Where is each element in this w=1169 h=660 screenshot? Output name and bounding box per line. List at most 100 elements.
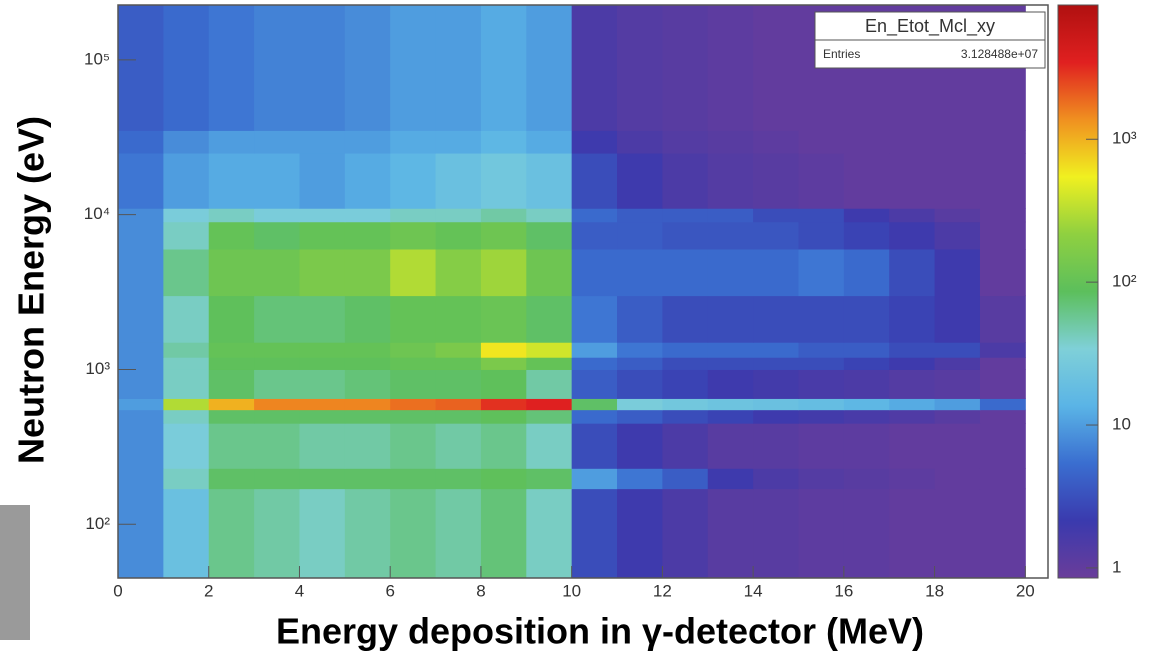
heatmap-cell [617, 249, 663, 296]
heatmap-cell [345, 423, 391, 469]
heatmap-cell [662, 249, 708, 296]
heatmap-cell [299, 369, 345, 398]
heatmap-cell [617, 468, 663, 489]
heatmap-cell [708, 342, 754, 358]
heatmap-cell [390, 423, 436, 469]
heatmap-cell [798, 398, 844, 410]
x-tick-label: 4 [295, 581, 304, 600]
heatmap-cell [526, 249, 572, 296]
heatmap-cell [980, 410, 1026, 424]
heatmap-cell [980, 208, 1026, 222]
heatmap-cell [481, 468, 527, 489]
heatmap-cell [935, 357, 981, 370]
heatmap-cell [254, 130, 300, 153]
heatmap-cell [163, 222, 209, 250]
heatmap-cell [481, 5, 527, 131]
heatmap-cell [345, 342, 391, 358]
heatmap-cell [481, 249, 527, 296]
heatmap-cell [617, 423, 663, 469]
heatmap-cell [436, 369, 482, 398]
heatmap-cell [299, 357, 345, 370]
heatmap-cell [662, 5, 708, 131]
x-tick-label: 18 [925, 581, 944, 600]
heatmap-cell [209, 222, 255, 250]
heatmap-cell [798, 369, 844, 398]
heatmap-cell [572, 468, 618, 489]
heatmap-cell [481, 489, 527, 579]
stats-label: Entries [823, 47, 860, 61]
y-tick-label: 10³ [85, 359, 110, 378]
heatmap-cell [662, 369, 708, 398]
heatmap-cell [708, 5, 754, 131]
heatmap-cell [209, 357, 255, 370]
heatmap-cell [798, 153, 844, 209]
stats-value: 3.128488e+07 [961, 47, 1038, 61]
heatmap-cell [753, 153, 799, 209]
heatmap-cell [299, 222, 345, 250]
heatmap-cell [254, 398, 300, 410]
heatmap-cell [209, 489, 255, 579]
heatmap-cell [254, 296, 300, 343]
heatmap-cell [118, 410, 164, 424]
chart: En_Etot_Mcl_xy Entries 3.128488e+07 Ener… [0, 0, 1169, 660]
color-bar [1058, 5, 1098, 578]
heatmap-cell [889, 249, 935, 296]
heatmap-cell [708, 398, 754, 410]
heatmap-cell [436, 357, 482, 370]
heatmap-cell [753, 468, 799, 489]
heatmap-cell [118, 489, 164, 579]
y-tick-label: 10² [85, 514, 110, 533]
heatmap-cell [572, 410, 618, 424]
heatmap-cell [481, 410, 527, 424]
heatmap-cell [299, 423, 345, 469]
heatmap-cell [481, 296, 527, 343]
heatmap-cell [345, 249, 391, 296]
heatmap-cell [935, 153, 981, 209]
heatmap-cell [980, 423, 1026, 469]
heatmap-cell [844, 489, 890, 579]
heatmap-cell [390, 208, 436, 222]
heatmap-cell [572, 249, 618, 296]
x-tick-label: 10 [562, 581, 581, 600]
heatmap-cell [390, 489, 436, 579]
heatmap-cell [753, 423, 799, 469]
heatmap-cell [118, 296, 164, 343]
heatmap-cell [617, 208, 663, 222]
heatmap-cell [617, 398, 663, 410]
heatmap-cell [390, 296, 436, 343]
heatmap-cell [436, 342, 482, 358]
heatmap-cell [889, 423, 935, 469]
heatmap-cell [299, 296, 345, 343]
x-tick-label: 2 [204, 581, 213, 600]
heatmap-cell [345, 5, 391, 131]
heatmap-cell [935, 468, 981, 489]
heatmap-cell [889, 489, 935, 579]
heatmap-cell [662, 153, 708, 209]
heatmap-cell [889, 468, 935, 489]
heatmap-cell [980, 130, 1026, 153]
x-tick-label: 8 [476, 581, 485, 600]
heatmap-cell [572, 130, 618, 153]
heatmap-cell [844, 342, 890, 358]
heatmap-cell [844, 249, 890, 296]
heatmap-cell [163, 489, 209, 579]
heatmap-cell [572, 357, 618, 370]
heatmap-cell [844, 468, 890, 489]
heatmap-cell [753, 249, 799, 296]
stats-box: En_Etot_Mcl_xy Entries 3.128488e+07 [815, 12, 1045, 68]
heatmap-cell [481, 130, 527, 153]
x-tick-label: 20 [1016, 581, 1035, 600]
heatmap-cell [163, 5, 209, 131]
heatmap-cell [572, 398, 618, 410]
heatmap-cell [935, 249, 981, 296]
heatmap-cell [708, 249, 754, 296]
heatmap-cell [209, 398, 255, 410]
heatmap-cell [163, 398, 209, 410]
heatmap-cell [662, 296, 708, 343]
heatmap-cell [753, 130, 799, 153]
heatmap-cell [708, 222, 754, 250]
heatmap-cell [617, 153, 663, 209]
heatmap-cell [345, 208, 391, 222]
heatmap-cell [572, 489, 618, 579]
z-tick-label: 10 [1112, 415, 1131, 434]
